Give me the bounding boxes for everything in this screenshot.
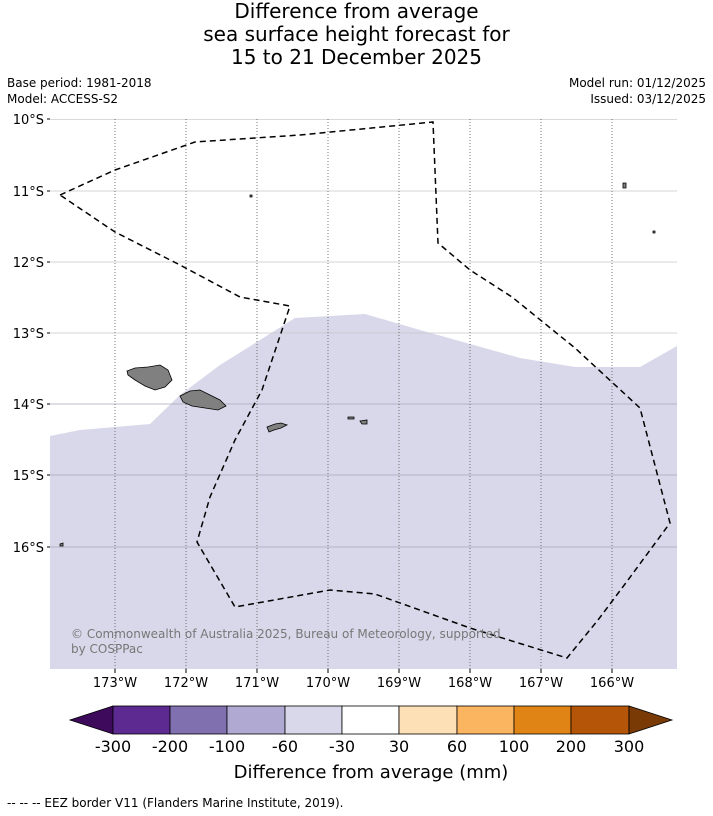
title-line-2: sea surface height forecast for bbox=[203, 22, 510, 46]
colorbar-tick-label: 60 bbox=[447, 737, 467, 756]
title-line-1: Difference from average bbox=[234, 0, 479, 23]
lat-tick-label: 12°S bbox=[13, 256, 44, 271]
colorbar-segment bbox=[169, 705, 228, 735]
ofu-islet bbox=[347, 416, 355, 420]
eez-legend: -- -- -- EEZ border V11 (Flanders Marine… bbox=[7, 796, 344, 810]
western-islet bbox=[59, 542, 64, 547]
model-name: Model: ACCESS-S2 bbox=[7, 92, 119, 106]
lon-tick-label: 167°W bbox=[519, 676, 563, 691]
gridlines bbox=[50, 119, 677, 669]
colorbar-tick-label: -200 bbox=[152, 737, 188, 756]
colorbar-tick-label: 300 bbox=[614, 737, 645, 756]
meta-left: Base period: 1981-2018 Model: ACCESS-S2 bbox=[7, 75, 152, 107]
colorbar-segment bbox=[226, 705, 286, 735]
colorbar-segment bbox=[284, 705, 343, 735]
colorbar-tick-label: -30 bbox=[329, 737, 355, 756]
lat-tick-label: 14°S bbox=[13, 398, 44, 413]
lon-tick-label: 166°W bbox=[590, 676, 634, 691]
colorbar-tick-label: 100 bbox=[499, 737, 530, 756]
colorbar-segment bbox=[570, 705, 630, 735]
colorbar-tick-label: -100 bbox=[209, 737, 245, 756]
title-line-3: 15 to 21 December 2025 bbox=[230, 45, 482, 69]
base-period: Base period: 1981-2018 bbox=[7, 76, 152, 90]
lon-tick-label: 170°W bbox=[306, 676, 350, 691]
lat-tick-label: 11°S bbox=[13, 185, 44, 200]
colorbar: -300 -200 -100 -60 -30 30 60 100 200 300… bbox=[68, 705, 674, 783]
savaii-island bbox=[126, 364, 173, 391]
longitude-labels: 173°W 172°W 171°W 170°W 169°W 168°W 167°… bbox=[93, 669, 634, 691]
colorbar-segment bbox=[112, 705, 171, 735]
colorbar-left-arrow bbox=[68, 705, 114, 735]
lon-tick-label: 173°W bbox=[93, 676, 137, 691]
tutuila-island bbox=[266, 422, 289, 433]
colorbar-title: Difference from average (mm) bbox=[234, 762, 509, 783]
colorbar-segment bbox=[513, 705, 572, 735]
colorbar-tick-label: 30 bbox=[389, 737, 409, 756]
lat-tick-label: 16°S bbox=[13, 541, 44, 556]
colorbar-tick-label: 200 bbox=[556, 737, 587, 756]
colorbar-segment bbox=[456, 705, 515, 735]
colorbar-segment bbox=[341, 705, 400, 735]
lon-tick-label: 169°W bbox=[377, 676, 421, 691]
eez-border-line bbox=[58, 121, 671, 659]
colorbar-segment bbox=[398, 705, 458, 735]
meta-right: Model run: 01/12/2025 Issued: 03/12/2025 bbox=[569, 75, 706, 107]
latitude-labels: 10°S 11°S 12°S 13°S 14°S 15°S 16°S bbox=[13, 113, 50, 556]
colorbar-tick-label: -60 bbox=[272, 737, 298, 756]
copyright-line-2: by COSPPac bbox=[71, 642, 143, 656]
chart-title: Difference from average sea surface heig… bbox=[0, 0, 713, 69]
upolu-island bbox=[179, 389, 227, 411]
tau-islet bbox=[359, 419, 368, 425]
land-masses bbox=[59, 182, 656, 547]
issued-date: Issued: 03/12/2025 bbox=[590, 92, 706, 106]
copyright-line-1: © Commonwealth of Australia 2025, Bureau… bbox=[71, 627, 501, 641]
lat-tick-label: 10°S bbox=[13, 113, 44, 128]
lat-tick-label: 13°S bbox=[13, 327, 44, 342]
lon-tick-label: 172°W bbox=[164, 676, 208, 691]
lon-tick-label: 171°W bbox=[235, 676, 279, 691]
northeast-islet-b bbox=[652, 230, 656, 234]
swains-islet bbox=[249, 194, 253, 198]
lat-tick-label: 15°S bbox=[13, 469, 44, 484]
colorbar-tick-label: -300 bbox=[95, 737, 131, 756]
model-run: Model run: 01/12/2025 bbox=[568, 76, 706, 90]
northeast-islet-a bbox=[622, 182, 627, 189]
map-area: © Commonwealth of Australia 2025, Bureau… bbox=[50, 119, 677, 669]
colorbar-right-arrow bbox=[628, 705, 674, 735]
lon-tick-label: 168°W bbox=[448, 676, 492, 691]
